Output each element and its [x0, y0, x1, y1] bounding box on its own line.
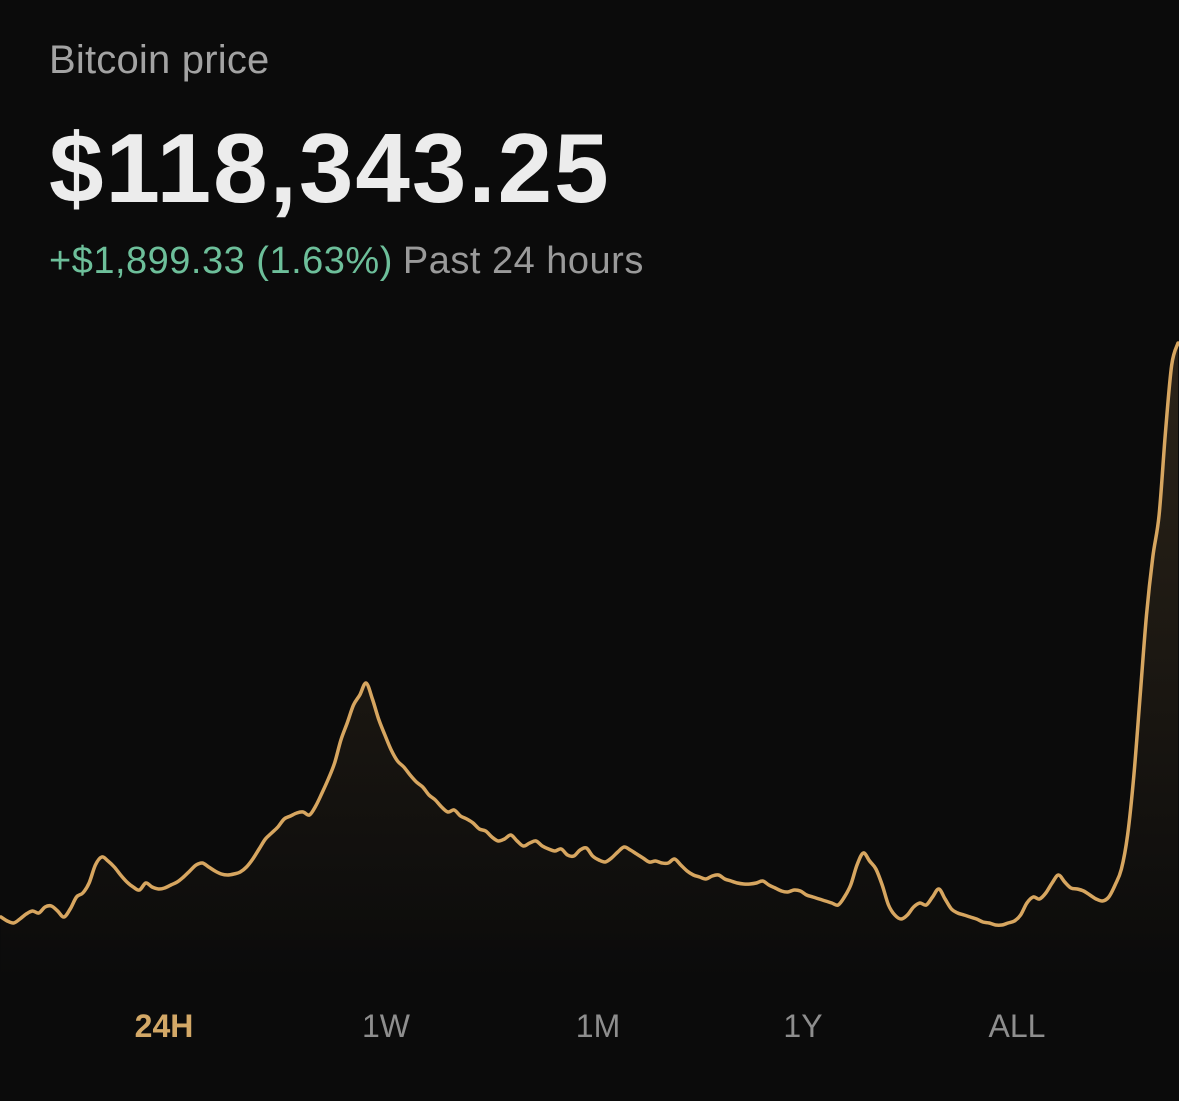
range-1y-button[interactable]: 1Y — [783, 1008, 823, 1044]
price-change-row: +$1,899.33 (1.63%) Past 24 hours — [49, 240, 644, 283]
range-all-button[interactable]: ALL — [988, 1008, 1046, 1044]
change-period: Past 24 hours — [402, 240, 644, 282]
time-range-selector: 24H 1W 1M 1Y ALL — [0, 1000, 1179, 1060]
range-24h-button[interactable]: 24H — [134, 1008, 194, 1044]
price-change: +$1,899.33 (1.63%) — [49, 240, 393, 282]
range-1w-button[interactable]: 1W — [362, 1008, 410, 1044]
range-1m-button[interactable]: 1M — [575, 1008, 621, 1044]
price-chart[interactable] — [0, 300, 1179, 980]
price-line — [0, 341, 1179, 927]
current-price: $118,343.25 — [49, 113, 611, 223]
price-area-fill — [1, 343, 1178, 980]
page-title: Bitcoin price — [49, 38, 270, 82]
